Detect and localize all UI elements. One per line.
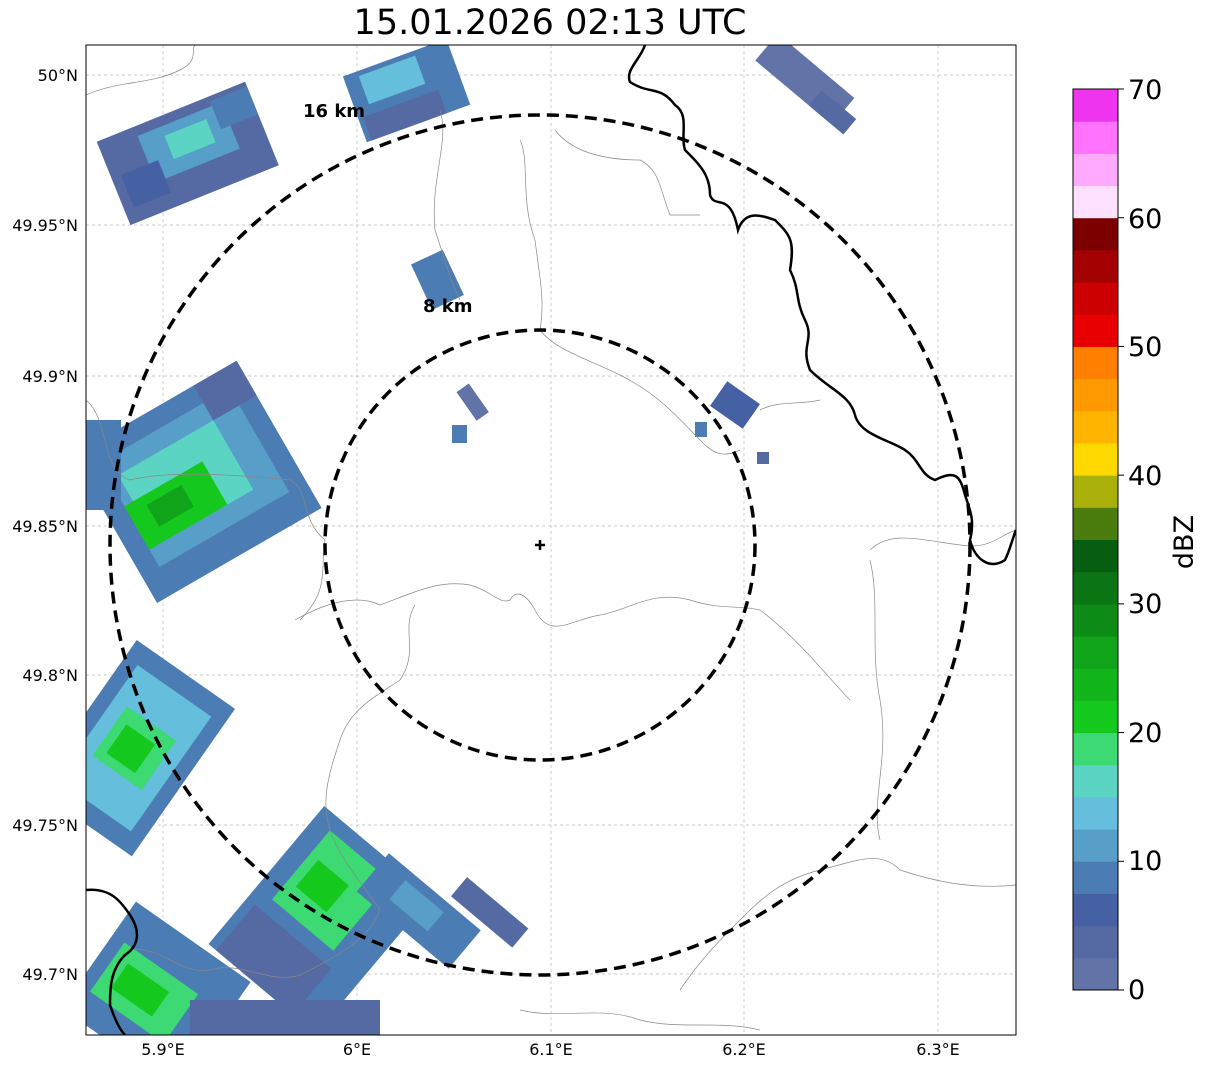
range-ring-8km bbox=[323, 328, 757, 762]
range-ring-label-16km: 16 km bbox=[303, 101, 365, 122]
colorbar-tick: 10 bbox=[1128, 846, 1162, 877]
lon-tick: 6.2°E bbox=[722, 1040, 766, 1059]
lon-tick: 6.3°E bbox=[916, 1040, 960, 1059]
colorbar-swatch bbox=[1073, 700, 1118, 734]
colorbar-swatch bbox=[1073, 153, 1118, 187]
colorbar-swatch bbox=[1073, 829, 1118, 862]
colorbar-swatch bbox=[1073, 893, 1118, 927]
colorbar-swatch bbox=[1073, 764, 1118, 798]
colorbar-tick: 20 bbox=[1128, 718, 1162, 749]
colorbar-swatch bbox=[1073, 185, 1118, 219]
latitude-labels: 50°N 49.95°N 49.9°N 49.85°N 49.8°N 49.75… bbox=[12, 66, 78, 984]
colorbar-swatch bbox=[1073, 796, 1118, 830]
colorbar-swatch bbox=[1073, 636, 1118, 669]
colorbar bbox=[1072, 88, 1124, 991]
colorbar-swatch bbox=[1073, 571, 1118, 605]
colorbar-swatch bbox=[1073, 121, 1118, 154]
colorbar-swatch bbox=[1073, 539, 1118, 573]
colorbar-swatch bbox=[1073, 314, 1118, 347]
lat-tick: 49.7°N bbox=[22, 965, 78, 984]
colorbar-swatch bbox=[1073, 603, 1118, 637]
range-ring-16km bbox=[108, 113, 972, 977]
colorbar-swatch bbox=[1073, 507, 1118, 540]
colorbar-swatch bbox=[1073, 475, 1118, 508]
map-frame bbox=[85, 44, 1017, 1036]
radar-site-marker bbox=[535, 540, 545, 550]
lat-tick: 49.95°N bbox=[12, 216, 78, 235]
colorbar-swatch bbox=[1073, 282, 1118, 315]
colorbar-swatch bbox=[1073, 249, 1118, 283]
lat-tick: 49.75°N bbox=[12, 816, 78, 835]
radar-echoes bbox=[86, 45, 857, 1035]
lat-tick: 49.85°N bbox=[12, 517, 78, 536]
range-ring-label-8km: 8 km bbox=[423, 296, 473, 317]
lon-tick: 6°E bbox=[343, 1040, 371, 1059]
colorbar-swatch bbox=[1073, 378, 1118, 412]
colorbar-ticks: 0 10 20 30 40 50 60 70 bbox=[1128, 75, 1162, 1006]
lon-tick: 6.1°E bbox=[529, 1040, 573, 1059]
lat-tick: 49.9°N bbox=[22, 367, 78, 386]
colorbar-label: dBZ bbox=[1169, 515, 1200, 569]
colorbar-swatch bbox=[1073, 346, 1118, 380]
colorbar-swatch bbox=[1073, 668, 1118, 701]
map-title: 15.01.2026 02:13 UTC bbox=[353, 3, 747, 43]
colorbar-swatch bbox=[1073, 732, 1118, 766]
colorbar-tick: 60 bbox=[1128, 204, 1162, 235]
colorbar-swatch bbox=[1073, 410, 1118, 444]
colorbar-frame bbox=[1072, 88, 1119, 991]
colorbar-swatch bbox=[1073, 89, 1118, 122]
colorbar-tick: 30 bbox=[1128, 589, 1162, 620]
colorbar-swatch bbox=[1073, 925, 1118, 959]
colorbar-tick: 0 bbox=[1128, 975, 1145, 1006]
colorbar-swatch bbox=[1073, 861, 1118, 894]
lat-tick: 49.8°N bbox=[22, 666, 78, 685]
colorbar-swatch bbox=[1073, 442, 1118, 476]
admin-boundaries bbox=[86, 45, 1016, 1031]
colorbar-swatch bbox=[1073, 217, 1118, 251]
colorbar-swatch bbox=[1073, 957, 1118, 991]
lon-tick: 5.9°E bbox=[141, 1040, 185, 1059]
colorbar-tick: 70 bbox=[1128, 75, 1162, 106]
longitude-labels: 5.9°E 6°E 6.1°E 6.2°E 6.3°E bbox=[141, 1040, 960, 1059]
range-rings bbox=[108, 113, 972, 977]
lat-tick: 50°N bbox=[38, 66, 78, 85]
colorbar-tick: 50 bbox=[1128, 332, 1162, 363]
colorbar-tick: 40 bbox=[1128, 461, 1162, 492]
